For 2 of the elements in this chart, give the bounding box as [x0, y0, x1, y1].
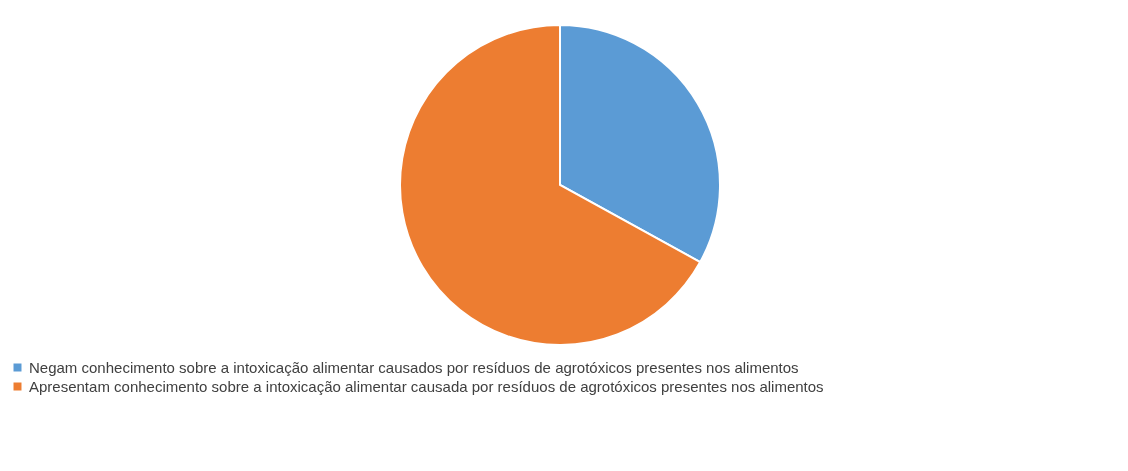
legend-label: Apresentam conhecimento sobre a intoxicação alimentar causada por resíduos de agrotóxicos presentes nos alimentos: [29, 377, 824, 395]
legend-label: Negam conhecimento sobre a intoxicação alimentar causados por resíduos de agrotóxicos presentes nos alimentos: [29, 358, 799, 376]
